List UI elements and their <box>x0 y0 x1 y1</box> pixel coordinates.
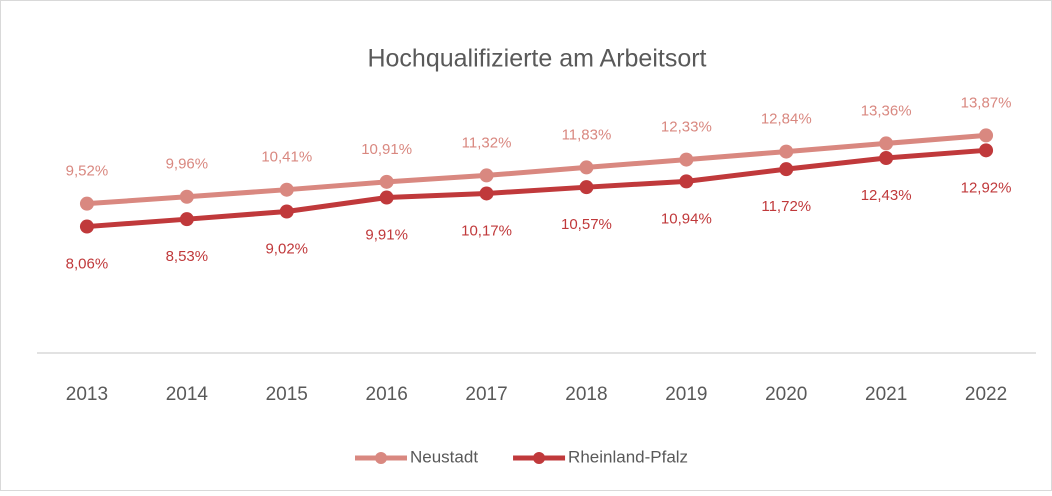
legend-label: Neustadt <box>410 447 478 466</box>
data-label: 13,87% <box>961 94 1012 111</box>
series-line <box>86 132 987 207</box>
data-label: 10,57% <box>561 216 612 233</box>
data-point <box>979 128 994 143</box>
data-label: 9,91% <box>365 227 408 244</box>
data-point <box>779 162 794 177</box>
x-tick-label: 2017 <box>465 384 507 405</box>
data-point <box>279 182 294 197</box>
data-point <box>279 204 294 219</box>
data-label: 11,83% <box>562 126 612 143</box>
data-label: 8,06% <box>66 256 109 273</box>
x-tick-label: 2021 <box>865 384 907 405</box>
data-point <box>779 144 794 159</box>
data-point <box>679 174 694 189</box>
data-point <box>979 143 994 158</box>
data-label: 11,72% <box>761 198 811 215</box>
data-label: 8,53% <box>166 248 209 265</box>
x-tick-label: 2015 <box>266 384 308 405</box>
data-point <box>579 180 594 195</box>
data-point <box>579 160 594 175</box>
data-point <box>79 219 94 234</box>
data-point <box>679 152 694 167</box>
legend-label: Rheinland-Pfalz <box>568 447 688 466</box>
data-point <box>179 189 194 204</box>
x-tick-label: 2016 <box>366 384 408 405</box>
x-tick-label: 2019 <box>665 384 707 405</box>
x-tick-label: 2020 <box>765 384 807 405</box>
data-label: 9,52% <box>66 163 109 180</box>
x-tick-label: 2022 <box>965 384 1007 405</box>
data-point <box>379 190 394 205</box>
data-label: 13,36% <box>861 102 912 119</box>
data-label: 9,96% <box>166 156 209 173</box>
data-point <box>179 212 194 227</box>
data-point <box>479 186 494 201</box>
data-label: 10,17% <box>461 222 512 239</box>
data-label: 12,84% <box>761 111 812 128</box>
data-label: 10,41% <box>261 149 312 166</box>
x-tick-label: 2013 <box>66 384 108 405</box>
x-tick-label: 2014 <box>166 384 209 405</box>
data-label: 11,32% <box>462 134 512 151</box>
data-point <box>379 174 394 189</box>
data-label: 10,91% <box>361 141 412 158</box>
series-line <box>86 147 987 230</box>
legend-marker <box>533 452 546 464</box>
data-label: 12,33% <box>661 119 712 136</box>
x-tick-label: 2018 <box>565 384 607 405</box>
legend-marker <box>375 452 387 464</box>
data-point <box>879 136 894 151</box>
chart-title: Hochqualifizierte am Arbeitsort <box>367 45 706 73</box>
data-point <box>479 168 494 183</box>
data-label: 10,94% <box>661 210 712 227</box>
data-point <box>879 151 894 166</box>
data-label: 12,43% <box>861 187 912 204</box>
data-label: 9,02% <box>265 240 308 257</box>
data-point <box>79 196 94 211</box>
data-label: 12,92% <box>961 179 1012 196</box>
